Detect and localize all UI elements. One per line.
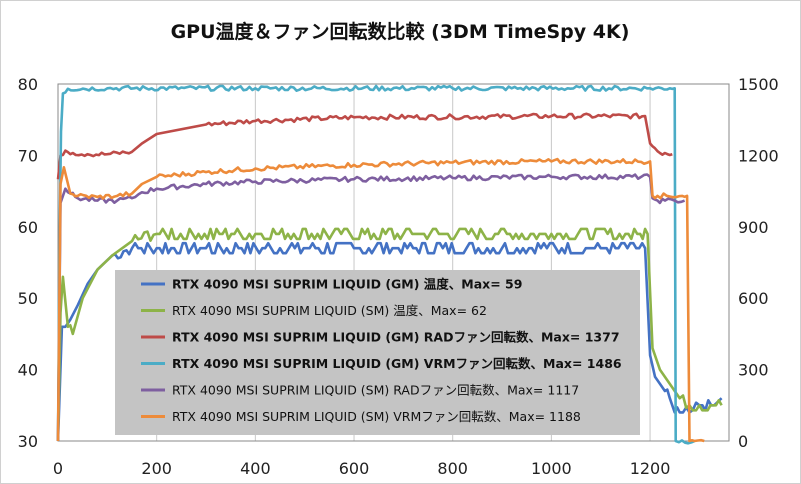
series-line-3 [56, 112, 673, 180]
y-right-tick-label: 900 [738, 218, 769, 237]
chart-title: GPU温度＆ファン回転数比較 (3DM TimeSpy 4K) [171, 20, 630, 43]
plot-area [57, 83, 730, 442]
x-tick-label: 1000 [531, 459, 572, 478]
y-right-tick-label: 1200 [738, 146, 779, 165]
y-left-tick-label: 30 [18, 432, 38, 451]
x-tick-label: 800 [437, 459, 468, 478]
x-tick-label: 400 [240, 459, 271, 478]
legend-label: RTX 4090 MSI SUPRIM LIQUID (GM) RADファン回転… [172, 330, 620, 345]
x-tick-label: 0 [53, 459, 63, 478]
legend-label: RTX 4090 MSI SUPRIM LIQUID (SM) VRMファン回転… [172, 409, 581, 424]
legend-label: RTX 4090 MSI SUPRIM LIQUID (SM) RADファン回転… [172, 383, 579, 398]
y-left-tick-label: 60 [18, 218, 38, 237]
series-line-6 [56, 157, 705, 443]
axis-ticks: 0 200 400 600 800 1000 12003040506070800300600… [18, 75, 779, 478]
legend: RTX 4090 MSI SUPRIM LIQUID (GM) 温度、Max= … [115, 270, 640, 435]
y-left-tick-label: 80 [18, 75, 38, 94]
series-line-2 [56, 227, 723, 442]
series-line-1 [56, 241, 723, 442]
x-tick-label: 600 [339, 459, 370, 478]
legend-box [115, 270, 640, 435]
y-right-tick-label: 600 [738, 289, 769, 308]
y-right-tick-label: 0 [738, 432, 748, 451]
y-left-tick-label: 50 [18, 289, 38, 308]
series-lines [56, 84, 723, 445]
series-line-4 [56, 84, 696, 445]
legend-label: RTX 4090 MSI SUPRIM LIQUID (GM) VRMファン回転… [172, 356, 622, 371]
series-line-5 [56, 173, 686, 442]
y-right-tick-label: 1500 [738, 75, 779, 94]
y-right-tick-label: 300 [738, 361, 769, 380]
y-left-tick-label: 40 [18, 361, 38, 380]
x-tick-label: 1200 [630, 459, 671, 478]
legend-label: RTX 4090 MSI SUPRIM LIQUID (GM) 温度、Max= … [172, 277, 522, 292]
legend-label: RTX 4090 MSI SUPRIM LIQUID (SM) 温度、Max= … [172, 303, 487, 318]
x-tick-label: 200 [141, 459, 172, 478]
y-left-tick-label: 70 [18, 146, 38, 165]
